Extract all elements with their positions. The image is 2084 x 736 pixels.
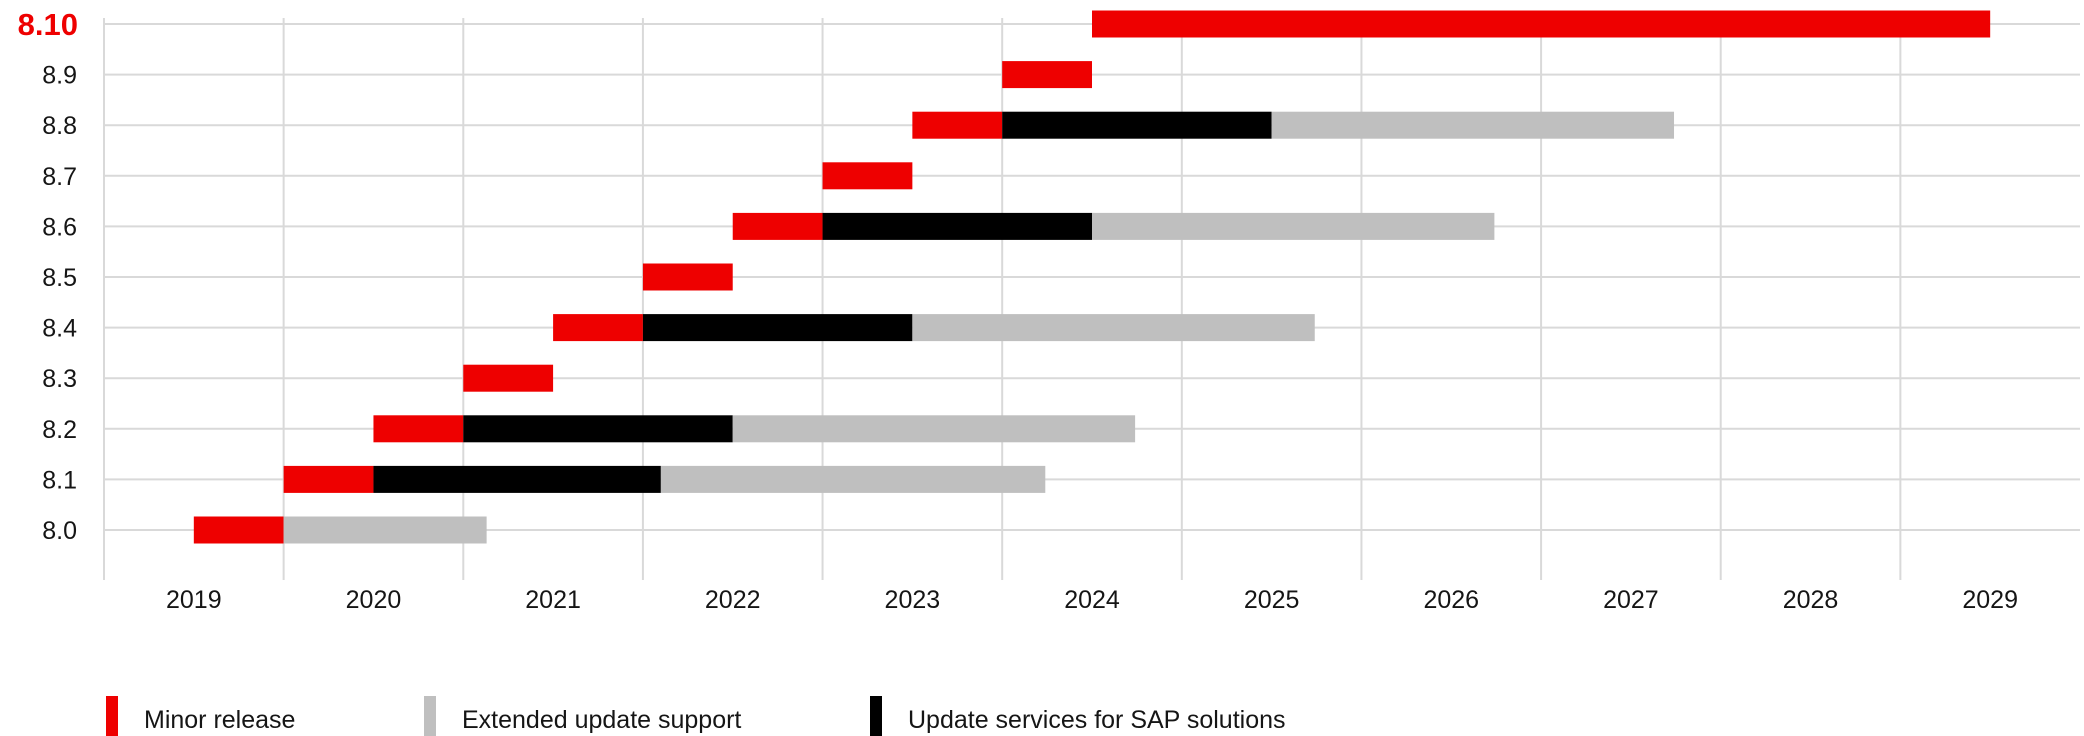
x-tick-label-2027: 2027: [1603, 586, 1659, 614]
y-tick-label-8.5: 8.5: [42, 264, 77, 292]
bar-8.3-minor: [463, 364, 554, 392]
grid: [103, 18, 2080, 580]
bars: [193, 10, 1991, 544]
bar-8.1-minor: [283, 465, 374, 493]
bar-8.6-minor: [732, 212, 823, 240]
y-tick-label-8.3: 8.3: [42, 365, 77, 393]
y-tick-label-8.9: 8.9: [42, 62, 77, 90]
bar-8.8-minor: [912, 111, 1003, 139]
y-tick-label-8.6: 8.6: [42, 213, 77, 241]
y-tick-label-8.4: 8.4: [42, 315, 77, 343]
x-tick-label-2019: 2019: [166, 586, 222, 614]
x-tick-label-2024: 2024: [1064, 586, 1120, 614]
x-tick-label-2028: 2028: [1783, 586, 1839, 614]
legend-swatch-extended-update-support: [424, 696, 436, 736]
y-tick-label-8.10: 8.10: [18, 7, 78, 42]
bar-8.1-eus: [660, 465, 1046, 493]
bar-8.9-minor: [1002, 61, 1092, 89]
legend-label-extended-update-support: Extended update support: [462, 706, 742, 734]
bar-8.6-sap: [822, 212, 1092, 240]
bar-8.4-eus: [912, 314, 1315, 342]
release-timeline-chart: 8.08.18.28.38.48.58.68.78.88.98.10 2019 2…: [18, 7, 2080, 614]
legend-label-minor-release: Minor release: [144, 706, 296, 734]
bar-8.2-sap: [463, 415, 733, 443]
y-tick-label-8.7: 8.7: [42, 163, 77, 191]
bar-8.2-eus: [732, 415, 1136, 443]
x-tick-label-2022: 2022: [705, 586, 761, 614]
bar-8.4-minor: [553, 314, 643, 342]
x-tick-label-2023: 2023: [885, 586, 941, 614]
y-axis-labels: 8.0 8.1 8.2 8.3 8.4 8.5 8.6 8.7 8.8 8.9 8.10: [18, 7, 78, 545]
x-tick-label-2026: 2026: [1423, 586, 1479, 614]
x-tick-label-2021: 2021: [525, 586, 581, 614]
legend-swatch-update-services-sap: [870, 696, 882, 736]
bar-8.6-eus: [1092, 212, 1495, 240]
x-tick-label-2020: 2020: [346, 586, 402, 614]
legend-label-update-services-sap: Update services for SAP solutions: [908, 706, 1286, 734]
bar-8.1-sap: [373, 465, 661, 493]
x-tick-label-2029: 2029: [1962, 586, 2018, 614]
bar-8.5-minor: [642, 263, 733, 291]
y-tick-label-8.2: 8.2: [42, 416, 77, 444]
bar-8.7-minor: [822, 162, 913, 190]
bar-8.10-minor: [1092, 10, 1991, 38]
legend-swatch-minor-release: [106, 696, 118, 736]
legend: Minor release Extended update support Up…: [0, 696, 2084, 736]
y-tick-label-8.0: 8.0: [42, 517, 77, 545]
bar-8.2-minor: [373, 415, 464, 443]
x-tick-label-2025: 2025: [1244, 586, 1300, 614]
bar-8.0-minor: [193, 516, 284, 544]
bar-8.0-eus: [283, 516, 487, 544]
y-tick-label-8.1: 8.1: [42, 466, 77, 494]
bar-8.8-eus: [1271, 111, 1675, 139]
bar-8.8-sap: [1002, 111, 1272, 139]
y-tick-label-8.8: 8.8: [42, 112, 77, 140]
bar-8.4-sap: [642, 314, 913, 342]
x-axis-labels: 2019 2020 2021 2022 2023 2024 2025 2026 2027 2028…: [166, 586, 2018, 614]
